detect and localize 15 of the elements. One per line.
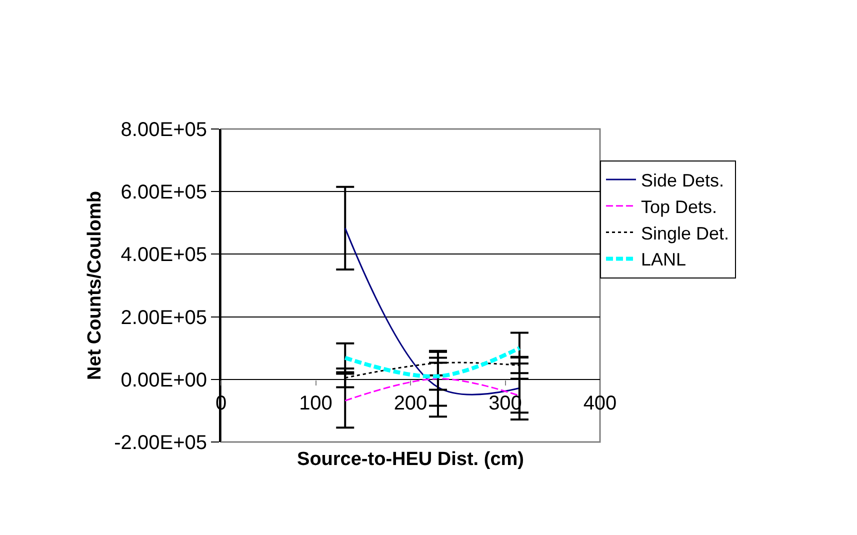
y-tick-label: -2.00E+05 bbox=[114, 432, 207, 454]
y-tick-label: 2.00E+05 bbox=[120, 306, 207, 329]
legend-label: Top Dets. bbox=[641, 196, 718, 217]
x-axis-title: Source-to-HEU Dist. (cm) bbox=[297, 449, 524, 470]
y-tick-label: 8.00E+05 bbox=[120, 119, 207, 141]
x-tick-label: 100 bbox=[299, 392, 332, 414]
x-tick-label: 400 bbox=[583, 392, 617, 414]
legend-label: LANL bbox=[641, 250, 686, 270]
y-tick-label: 4.00E+05 bbox=[120, 244, 207, 266]
legend-label: Single Det. bbox=[641, 223, 730, 244]
legend-label: Side Dets. bbox=[641, 170, 724, 191]
y-tick-label: 6.00E+05 bbox=[120, 182, 207, 204]
y-tick-label: 0.00E+00 bbox=[120, 369, 207, 392]
x-tick-label: 200 bbox=[394, 392, 428, 414]
y-axis-title: Net Counts/Coulomb bbox=[84, 191, 106, 380]
